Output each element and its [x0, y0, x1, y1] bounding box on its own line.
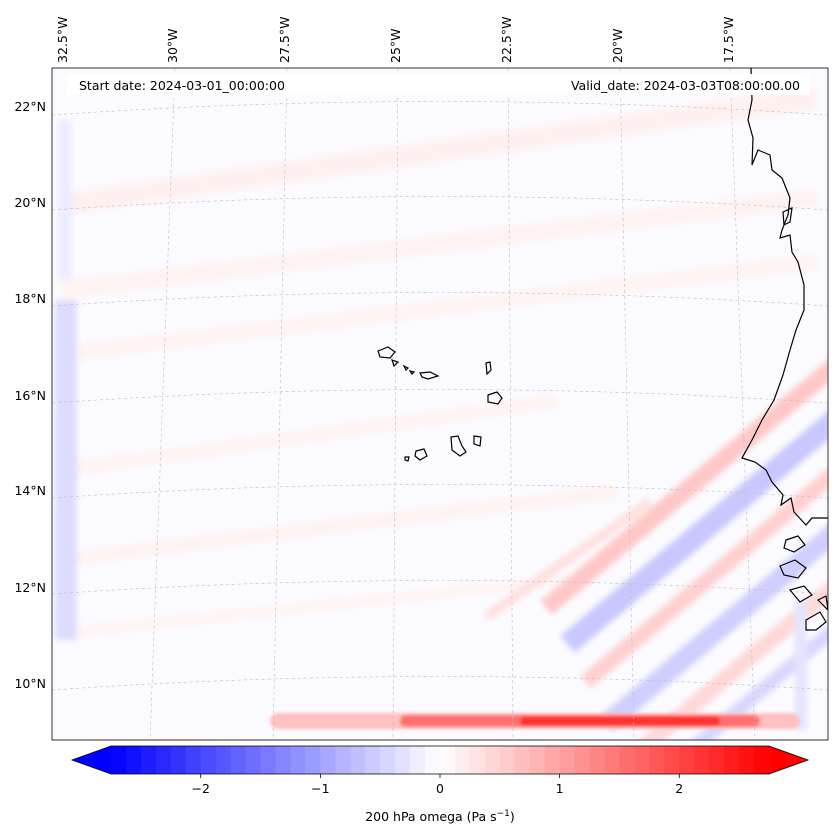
islands — [377, 346, 503, 462]
colorbar-segment — [260, 746, 277, 774]
colorbar-segment — [185, 746, 202, 774]
colorbar-segment — [290, 746, 307, 774]
colorbar-segment — [589, 746, 606, 774]
lon-label: 22.5°W — [499, 17, 514, 63]
colorbar-label: 200 hPa omega (Pa s−1) — [365, 809, 515, 824]
colorbar-segment — [425, 746, 441, 774]
colorbar-segment — [484, 746, 501, 774]
colorbar-segment — [754, 746, 770, 774]
lon-label: 25°W — [388, 28, 403, 63]
colorbar-segment — [499, 746, 516, 774]
colorbar-extend-max — [769, 746, 808, 774]
colorbar-segment — [125, 746, 142, 774]
colorbar-segment — [529, 746, 546, 774]
graticule — [52, 68, 828, 740]
colorbar-tick-label: −1 — [311, 781, 329, 796]
lat-label: 20°N — [14, 195, 46, 210]
colorbar-segment — [709, 746, 725, 774]
colorbar-segment — [469, 746, 486, 774]
colorbar-extend-min — [72, 746, 111, 774]
colorbar-segment — [275, 746, 292, 774]
colorbar-segments — [111, 746, 770, 774]
valid-date-label: Valid_date: 2024-03-03T08:00:00.00 — [571, 78, 800, 93]
colorbar-segment — [245, 746, 262, 774]
lat-label: 16°N — [14, 388, 46, 403]
colorbar-segment — [559, 746, 576, 774]
colorbar-segment — [111, 746, 127, 774]
colorbar-segment — [679, 746, 695, 774]
colorbar-segment — [335, 746, 351, 774]
colorbar-segment — [440, 746, 456, 774]
colorbar-segment — [724, 746, 740, 774]
colorbar-segment — [200, 746, 217, 774]
lat-label: 18°N — [14, 291, 46, 306]
colorbar-tick-label: 0 — [436, 781, 444, 796]
colorbar-segment — [365, 746, 381, 774]
map-panel: Start date: 2024-03-01_00:00:00 Valid_da… — [52, 68, 828, 740]
colorbar-segment — [230, 746, 247, 774]
colorbar-tick-label: 1 — [556, 781, 564, 796]
colorbar-segment — [410, 746, 426, 774]
colorbar-segment — [574, 746, 591, 774]
colorbar-outline — [70, 745, 810, 775]
colorbar-segment — [320, 746, 336, 774]
lon-labels: 32.5°W 30°W 27.5°W 25°W 22.5°W 20°W 17.5… — [55, 17, 736, 63]
omega-field — [55, 87, 828, 740]
lat-label: 10°N — [14, 676, 46, 691]
colorbar-segment — [215, 746, 232, 774]
colorbar-segment — [380, 746, 396, 774]
lon-label: 27.5°W — [277, 17, 292, 63]
colorbar-segment — [395, 746, 411, 774]
map-frame — [51, 67, 829, 741]
colorbar-segment — [350, 746, 366, 774]
colorbar-segment — [619, 746, 636, 774]
colorbar-segment — [155, 746, 172, 774]
colorbar-segment — [544, 746, 561, 774]
colorbar-segment — [170, 746, 187, 774]
lat-labels: 22°N 20°N 18°N 16°N 14°N 12°N 10°N — [14, 99, 46, 691]
colorbar-ticks: −2 −1 0 1 2 — [192, 774, 683, 796]
lon-label: 30°W — [165, 28, 180, 63]
colorbar-segment — [739, 746, 755, 774]
colorbar-segment — [454, 746, 471, 774]
lon-label: 17.5°W — [721, 17, 736, 63]
colorbar-segment — [514, 746, 531, 774]
start-date-label: Start date: 2024-03-01_00:00:00 — [79, 78, 285, 93]
colorbar-segment — [604, 746, 621, 774]
colorbar-segment — [634, 746, 650, 774]
lon-label: 32.5°W — [55, 17, 70, 63]
colorbar-segment — [305, 746, 321, 774]
lat-label: 14°N — [14, 483, 46, 498]
colorbar-segment — [694, 746, 710, 774]
lat-label: 12°N — [14, 580, 46, 595]
colorbar: −2 −1 0 1 2 200 hPa omega (Pa s−1) — [70, 745, 810, 824]
colorbar-segment — [664, 746, 680, 774]
colorbar-tick-label: 2 — [675, 781, 683, 796]
positive-band — [270, 713, 800, 729]
lat-label: 22°N — [14, 99, 46, 114]
header-box: Start date: 2024-03-01_00:00:00 Valid_da… — [67, 74, 810, 95]
colorbar-tick-label: −2 — [192, 781, 210, 796]
colorbar-segment — [140, 746, 157, 774]
colorbar-segment — [649, 746, 665, 774]
coastline — [741, 68, 828, 631]
lon-label: 20°W — [610, 28, 625, 63]
